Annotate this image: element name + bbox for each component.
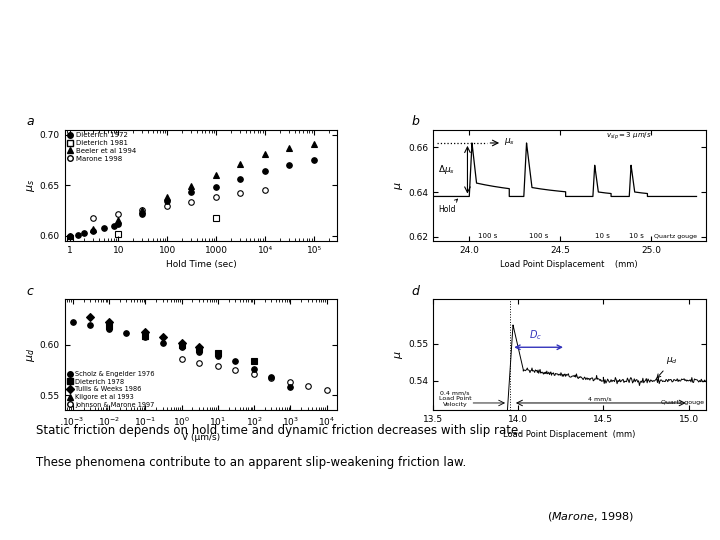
X-axis label: Hold Time (sec): Hold Time (sec): [166, 260, 236, 269]
Text: $v_{slp} = 3\ \mu m/s$: $v_{slp} = 3\ \mu m/s$: [606, 130, 652, 141]
Text: Static friction depends on hold time and dynamic friction decreases with slip ra: Static friction depends on hold time and…: [36, 424, 522, 437]
Legend: Scholz & Engelder 1976, Dieterich 1978, Tullis & Weeks 1986, Kilgore et al 1993,: Scholz & Engelder 1976, Dieterich 1978, …: [67, 370, 156, 408]
Y-axis label: $\mu$: $\mu$: [393, 181, 405, 190]
Text: These phenomena contribute to an apparent slip-weakening friction law.: These phenomena contribute to an apparen…: [36, 456, 467, 469]
Y-axis label: $\mu_d$: $\mu_d$: [25, 348, 37, 362]
Text: Quartz gouge: Quartz gouge: [654, 234, 696, 239]
Text: 10 s: 10 s: [595, 233, 609, 239]
Text: 4 mm/s: 4 mm/s: [588, 396, 612, 401]
Legend: Dieterich 1972, Dieterich 1981, Beeler et al 1994, Marone 1998: Dieterich 1972, Dieterich 1981, Beeler e…: [67, 132, 137, 163]
Text: a: a: [27, 115, 35, 128]
X-axis label: Load Point Displacement    (mm): Load Point Displacement (mm): [500, 260, 638, 269]
Text: d: d: [411, 285, 419, 298]
Text: $D_c$: $D_c$: [528, 328, 541, 342]
Text: $\Delta\mu_s$: $\Delta\mu_s$: [438, 163, 456, 176]
Y-axis label: $\mu$: $\mu$: [393, 350, 405, 359]
Text: ($\mathit{Marone}$, 1998): ($\mathit{Marone}$, 1998): [546, 510, 634, 523]
Text: 0.4 mm/s
Load Point
Velocity: 0.4 mm/s Load Point Velocity: [438, 390, 472, 407]
Text: c: c: [27, 285, 34, 298]
Text: $\mu_s$: $\mu_s$: [504, 137, 515, 147]
Text: Hold: Hold: [438, 199, 458, 214]
Text: 10 s: 10 s: [629, 233, 644, 239]
Y-axis label: $\mu_s$: $\mu_s$: [25, 179, 37, 192]
Text: Quartz gouge: Quartz gouge: [661, 400, 704, 405]
Text: $\mu_d$: $\mu_d$: [657, 355, 678, 378]
X-axis label: V (μm/s): V (μm/s): [182, 433, 220, 442]
Text: 100 s: 100 s: [478, 233, 497, 239]
Text: 100 s: 100 s: [528, 233, 548, 239]
Text: b: b: [411, 115, 419, 128]
X-axis label: Load Point Displacement  (mm): Load Point Displacement (mm): [503, 430, 636, 439]
